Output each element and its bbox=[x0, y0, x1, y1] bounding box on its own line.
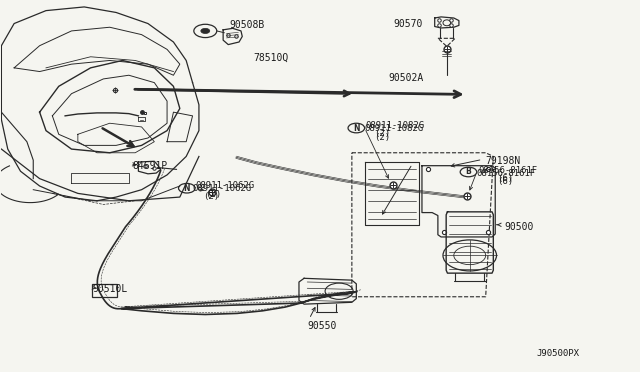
Text: (2): (2) bbox=[374, 133, 390, 142]
Text: 84691P: 84691P bbox=[132, 161, 167, 171]
Text: N: N bbox=[353, 124, 360, 132]
Text: J90500PX: J90500PX bbox=[537, 350, 580, 359]
Text: 08156-8161F: 08156-8161F bbox=[478, 166, 537, 175]
Text: (6): (6) bbox=[497, 177, 513, 186]
Text: (6): (6) bbox=[497, 174, 513, 183]
Text: 90550: 90550 bbox=[307, 321, 337, 331]
Text: N: N bbox=[184, 184, 190, 193]
Text: 90502A: 90502A bbox=[389, 73, 424, 83]
Text: 08911-1062G: 08911-1062G bbox=[196, 182, 255, 190]
Text: 90508B: 90508B bbox=[230, 20, 265, 31]
Text: 08911-1082G: 08911-1082G bbox=[365, 121, 424, 130]
Text: (2): (2) bbox=[205, 190, 221, 199]
Circle shape bbox=[201, 28, 210, 33]
Text: 78510Q: 78510Q bbox=[253, 52, 289, 62]
Bar bbox=[92, 284, 117, 297]
Text: 79198N: 79198N bbox=[486, 156, 521, 166]
Text: 08911-1062G: 08911-1062G bbox=[193, 184, 252, 193]
Text: 08156-8161F: 08156-8161F bbox=[476, 169, 535, 178]
Text: 90510L: 90510L bbox=[93, 283, 128, 294]
Text: 90500: 90500 bbox=[505, 222, 534, 232]
Text: B: B bbox=[465, 167, 471, 176]
Text: (2): (2) bbox=[203, 192, 219, 201]
Text: 90570: 90570 bbox=[394, 19, 422, 29]
Text: (2): (2) bbox=[374, 129, 390, 138]
Text: 08911-1082G: 08911-1082G bbox=[365, 124, 424, 133]
